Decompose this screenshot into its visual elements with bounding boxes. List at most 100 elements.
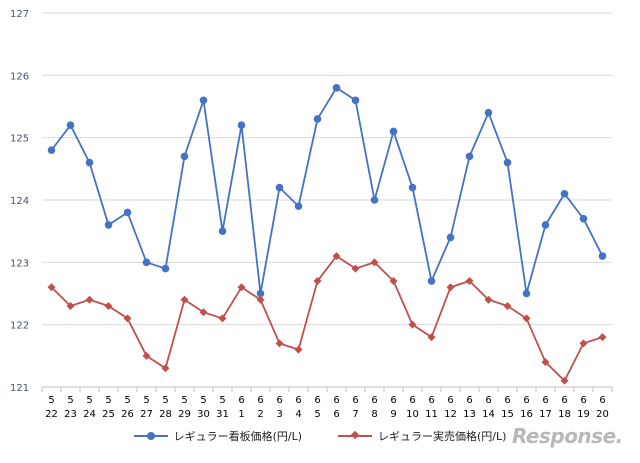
x-tick-label-month: 6 bbox=[523, 395, 529, 406]
data-point-circle bbox=[47, 146, 56, 154]
data-point-circle bbox=[275, 183, 284, 192]
data-point-circle bbox=[408, 183, 417, 192]
x-tick-label-day: 7 bbox=[352, 409, 358, 420]
data-point-circle bbox=[389, 127, 398, 136]
x-tick-label-month: 6 bbox=[485, 395, 491, 406]
x-tick-label-day: 19 bbox=[577, 409, 590, 420]
y-tick-label: 121 bbox=[10, 383, 29, 394]
data-point-circle bbox=[237, 121, 246, 129]
x-tick-label-day: 5 bbox=[314, 409, 320, 420]
x-tick-label-day: 2 bbox=[257, 409, 263, 420]
data-point-circle bbox=[85, 158, 94, 167]
x-tick-label-day: 14 bbox=[482, 409, 495, 420]
data-point-diamond bbox=[142, 351, 151, 360]
data-point-diamond bbox=[294, 345, 303, 354]
x-tick-label-day: 15 bbox=[501, 409, 514, 420]
data-point-circle bbox=[66, 121, 75, 129]
data-point-diamond bbox=[104, 301, 113, 310]
x-tick-label-month: 6 bbox=[352, 395, 358, 406]
data-point-circle bbox=[256, 289, 265, 298]
x-tick-label-day: 18 bbox=[558, 409, 571, 420]
data-point-circle bbox=[104, 221, 113, 229]
data-point-circle bbox=[579, 214, 588, 223]
data-point-diamond bbox=[389, 277, 398, 286]
x-tick-label-day: 23 bbox=[64, 409, 77, 420]
x-tick-label-month: 6 bbox=[295, 395, 301, 406]
data-point-circle bbox=[484, 108, 493, 117]
x-tick-label-month: 5 bbox=[48, 395, 54, 406]
y-tick-label: 123 bbox=[10, 258, 29, 269]
x-tick-label-month: 6 bbox=[238, 395, 244, 406]
x-tick-label-month: 5 bbox=[162, 395, 168, 406]
legend: レギュラー看板価格(円/L) レギュラー実売価格(円/L) bbox=[0, 428, 640, 444]
data-point-diamond bbox=[560, 376, 569, 385]
x-tick-label-month: 6 bbox=[276, 395, 282, 406]
data-point-circle bbox=[199, 96, 208, 105]
series-line-1 bbox=[50, 254, 603, 383]
x-tick-label-month: 6 bbox=[561, 395, 567, 406]
data-point-circle bbox=[370, 196, 379, 204]
x-tick-label-month: 5 bbox=[86, 395, 92, 406]
x-tick-label-day: 22 bbox=[45, 409, 58, 420]
data-point-circle bbox=[351, 96, 360, 105]
data-point-diamond bbox=[503, 301, 512, 310]
series-layer bbox=[47, 84, 607, 385]
data-point-circle bbox=[598, 252, 607, 260]
data-point-diamond bbox=[237, 283, 246, 292]
data-point-circle bbox=[180, 152, 189, 161]
x-tick-label-month: 6 bbox=[409, 395, 415, 406]
legend-marker-diamond bbox=[338, 430, 372, 441]
y-tick-label: 124 bbox=[10, 196, 29, 207]
data-point-diamond bbox=[484, 295, 493, 304]
x-tick-label-day: 16 bbox=[520, 409, 533, 420]
y-axis-ticks: 121 122 123 124 125 126 127 bbox=[10, 9, 29, 394]
data-point-diamond bbox=[370, 258, 379, 267]
x-tick-label-day: 13 bbox=[463, 409, 476, 420]
x-tick-label-month: 6 bbox=[333, 395, 339, 406]
data-point-circle bbox=[522, 289, 531, 298]
x-tick-label-month: 6 bbox=[466, 395, 472, 406]
x-tick-label-day: 4 bbox=[295, 409, 301, 420]
data-point-diamond bbox=[161, 364, 170, 373]
x-tick-label-month: 5 bbox=[219, 395, 225, 406]
data-point-circle bbox=[503, 158, 512, 167]
x-tick-label-month: 6 bbox=[542, 395, 548, 406]
x-tick-label-month: 5 bbox=[105, 395, 111, 406]
x-tick-label-month: 6 bbox=[257, 395, 263, 406]
x-tick-label-day: 31 bbox=[216, 409, 229, 420]
x-tick-label-month: 5 bbox=[181, 395, 187, 406]
data-point-circle bbox=[313, 115, 322, 123]
y-tick-label: 125 bbox=[10, 134, 29, 145]
x-tick-label-day: 20 bbox=[596, 409, 609, 420]
data-point-diamond bbox=[465, 277, 474, 286]
data-point-diamond bbox=[408, 320, 417, 329]
data-point-diamond bbox=[85, 295, 94, 304]
legend-item-actual-price: レギュラー実売価格(円/L) bbox=[338, 428, 506, 444]
data-point-diamond bbox=[199, 308, 208, 317]
legend-label-signboard-price: レギュラー看板価格(円/L) bbox=[173, 430, 302, 443]
data-point-diamond bbox=[598, 333, 607, 342]
legend-label-actual-price: レギュラー実売価格(円/L) bbox=[378, 430, 507, 443]
data-point-circle bbox=[142, 258, 151, 267]
x-tick-label-month: 6 bbox=[390, 395, 396, 406]
data-point-diamond bbox=[180, 295, 189, 304]
legend-marker-circle bbox=[133, 431, 168, 441]
x-tick-label-month: 5 bbox=[124, 395, 130, 406]
data-point-diamond bbox=[351, 264, 360, 273]
x-tick-label-day: 24 bbox=[83, 409, 96, 420]
data-point-diamond bbox=[218, 314, 227, 323]
data-point-circle bbox=[161, 264, 170, 273]
x-tick-label-day: 8 bbox=[371, 409, 377, 420]
x-tick-label-day: 1 bbox=[238, 409, 244, 420]
x-tick-label-month: 5 bbox=[67, 395, 73, 406]
data-point-diamond bbox=[256, 295, 265, 304]
data-point-circle bbox=[294, 202, 303, 211]
x-tick-label-day: 27 bbox=[140, 409, 153, 420]
data-point-diamond bbox=[446, 283, 455, 292]
data-point-diamond bbox=[123, 314, 132, 323]
data-point-circle bbox=[332, 84, 341, 92]
data-point-diamond bbox=[522, 314, 531, 323]
x-tick-label-month: 6 bbox=[447, 395, 453, 406]
response-watermark: Response. bbox=[512, 424, 623, 448]
x-tick-label-day: 3 bbox=[276, 409, 282, 420]
